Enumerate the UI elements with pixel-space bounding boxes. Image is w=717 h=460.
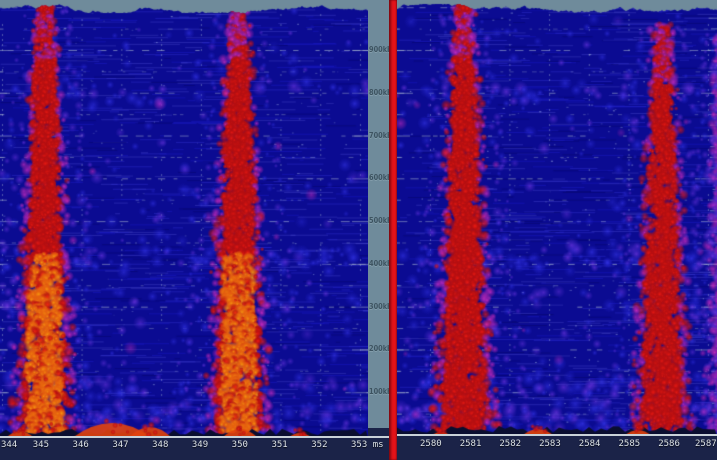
time-tick-label: 2580 xyxy=(420,438,442,449)
spectrogram-canvas-right xyxy=(397,0,717,436)
time-axis-left xyxy=(0,436,389,460)
time-tick-label: 2584 xyxy=(578,438,601,449)
time-tick-label: 2582 xyxy=(499,438,522,449)
freq-tick-label: 500kHz xyxy=(369,216,397,226)
red-divider-line xyxy=(389,0,397,460)
time-tick-label: 2587 xyxy=(695,438,717,449)
time-tick-label: 350 xyxy=(231,440,248,450)
time-tick-label: 2583 xyxy=(539,438,561,449)
time-tick-label: 352 xyxy=(311,440,328,450)
freq-tick-label: 200kHz xyxy=(369,344,397,354)
time-tick-label: 2586 xyxy=(658,438,680,449)
freq-tick-label: 600kHz xyxy=(369,173,397,183)
spectrogram-canvas-left xyxy=(0,0,368,438)
freq-tick-label: 800kHz xyxy=(369,87,397,97)
time-tick-label: 347 xyxy=(112,440,129,450)
time-tick-label: 353 ms xyxy=(351,440,384,450)
time-axis-right xyxy=(397,434,717,460)
time-tick-label: 344 xyxy=(1,440,18,450)
time-tick-label: 346 xyxy=(72,440,89,450)
time-tick-label: 349 xyxy=(191,440,209,450)
time-tick-label: 2581 xyxy=(459,438,482,449)
time-tick-label: 2585 xyxy=(618,438,641,449)
freq-tick-label: 100kHz xyxy=(369,387,397,397)
time-tick-label: 348 xyxy=(152,440,169,450)
time-tick-label: 351 xyxy=(271,440,288,450)
freq-tick-label: 900kHz xyxy=(369,45,397,54)
freq-tick-label: 400kHz xyxy=(369,258,397,268)
freq-tick-label: 700kHz xyxy=(369,130,397,140)
freq-tick-label: 300kHz xyxy=(369,301,397,311)
time-tick-label: 345 xyxy=(32,440,50,450)
